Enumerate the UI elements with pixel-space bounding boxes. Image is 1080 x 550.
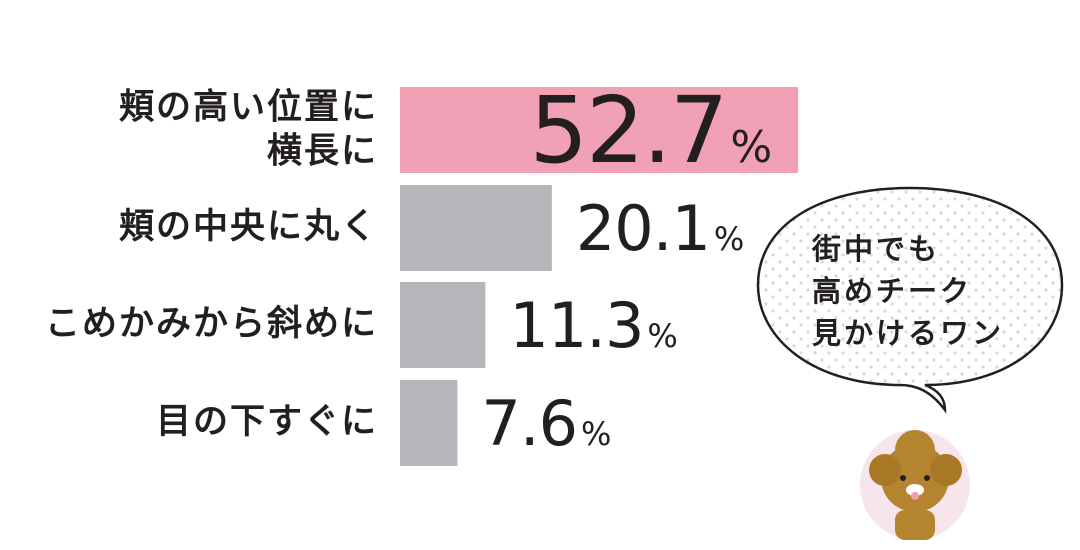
value-label: 52.7% <box>530 77 771 184</box>
value-label: 20.1% <box>576 192 743 265</box>
bar <box>400 185 552 271</box>
bar <box>400 282 486 368</box>
bar <box>400 380 458 466</box>
dog-icon <box>869 430 962 540</box>
category-label: 頬の中央に丸く <box>118 207 378 248</box>
speech-bubble <box>756 186 1064 414</box>
value-label: 7.6% <box>481 387 610 460</box>
speech-text: 街中でも 高めチーク 見かけるワン <box>812 232 1005 351</box>
value-label: 11.3% <box>509 289 676 362</box>
category-label: こめかみから斜めに <box>44 304 378 345</box>
category-label: 頬の高い位置に 横長に <box>118 87 378 171</box>
category-label: 目の下すぐに <box>155 402 378 443</box>
bar <box>400 87 799 173</box>
